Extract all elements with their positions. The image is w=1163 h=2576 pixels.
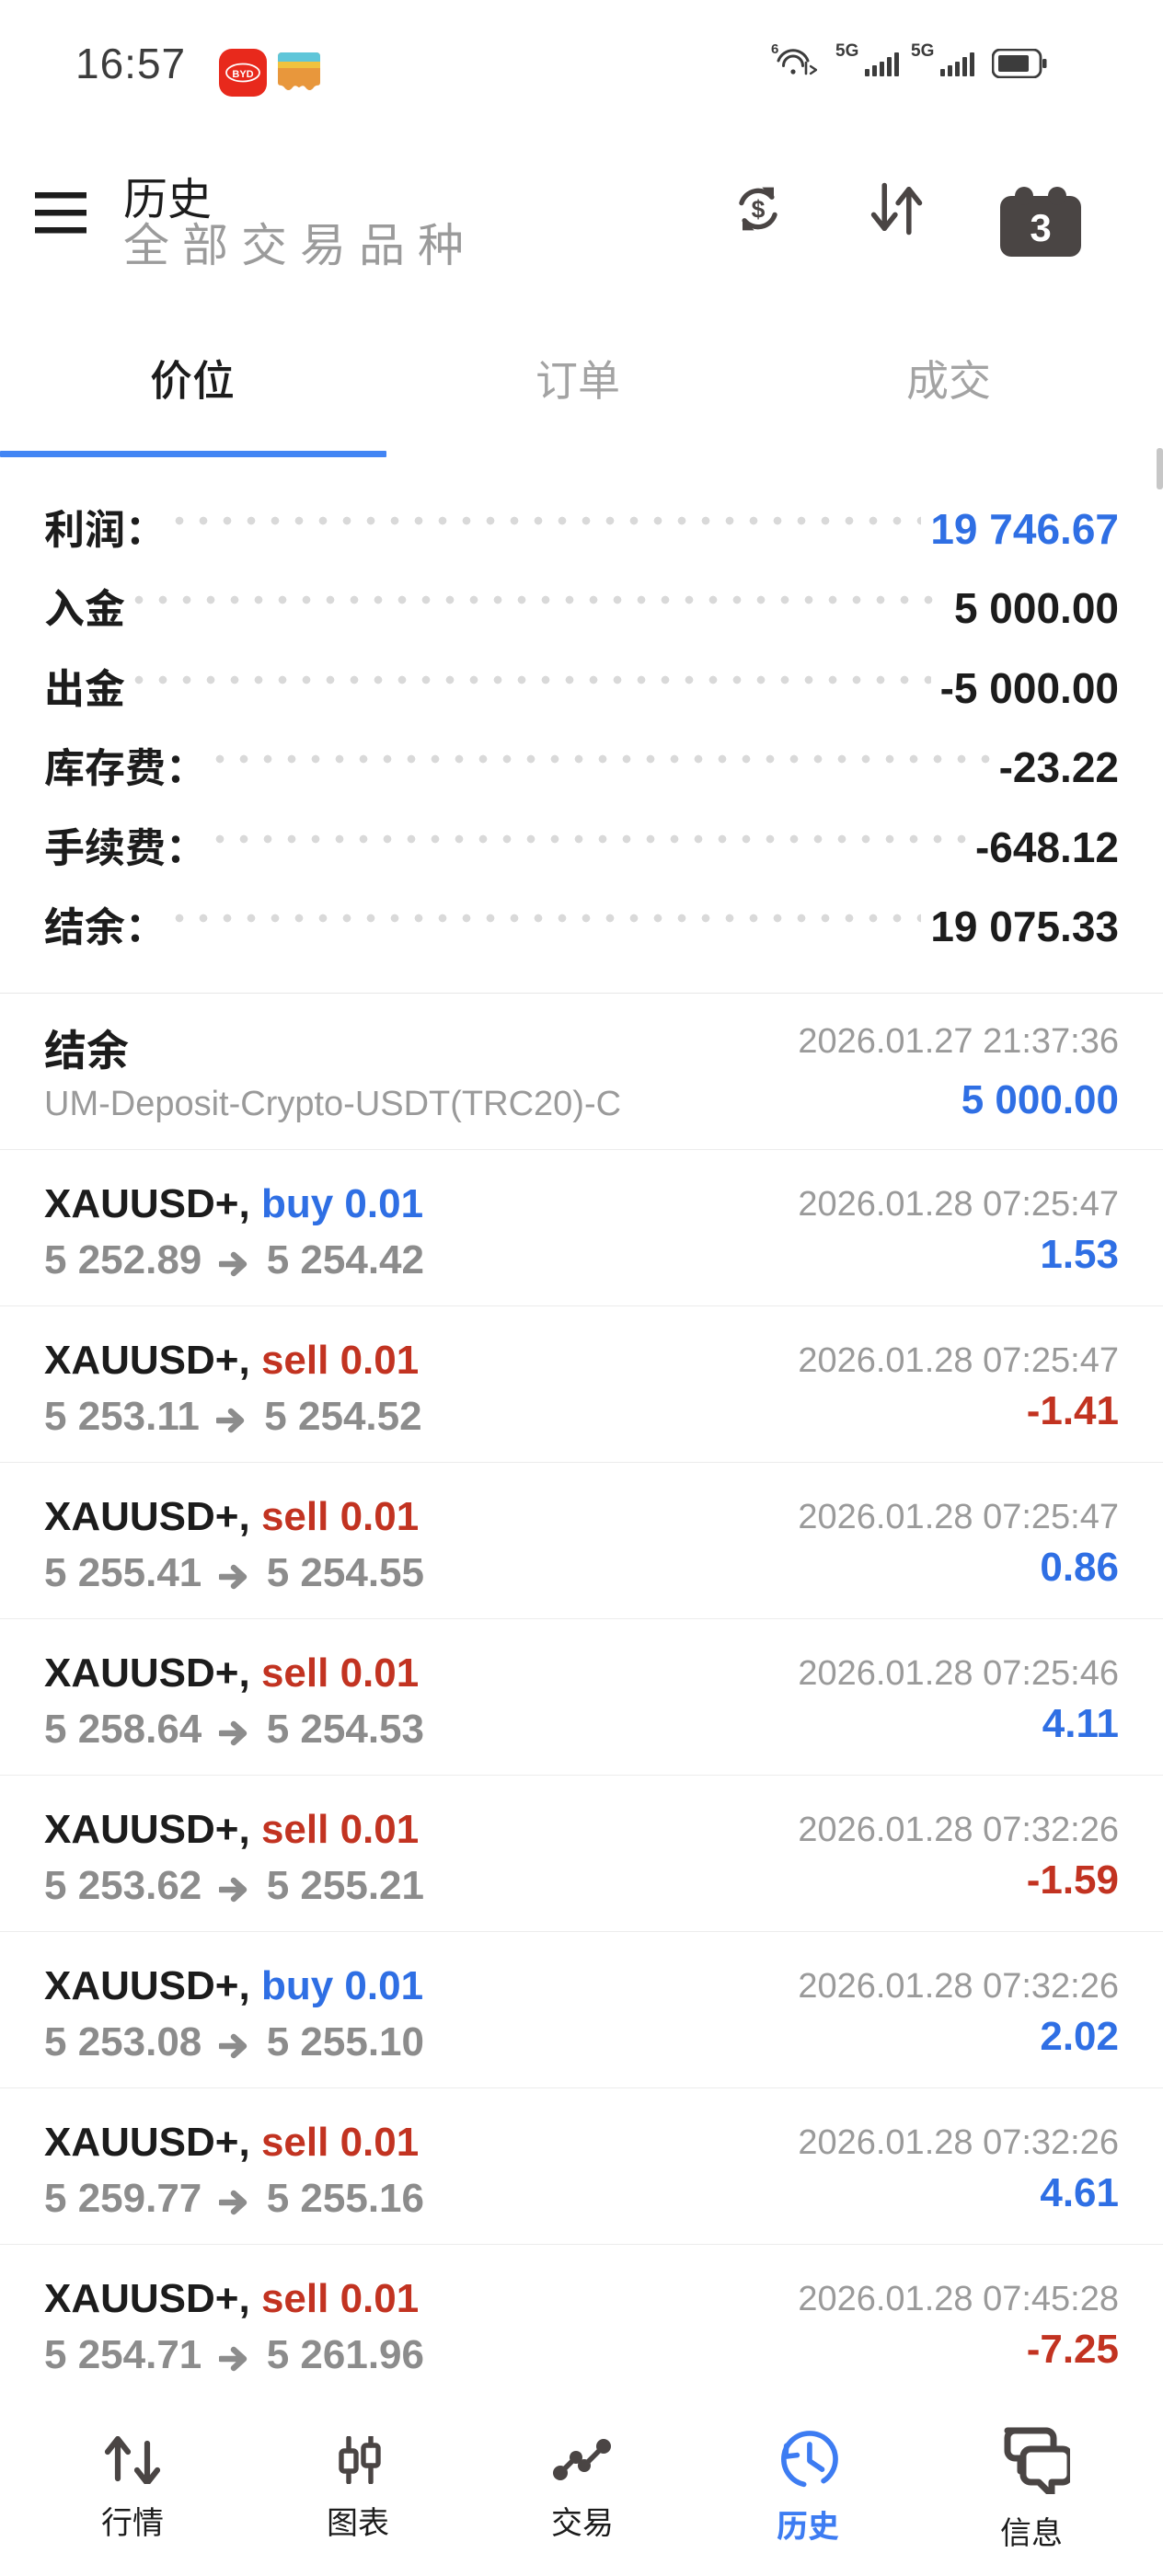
svg-text:3: 3 xyxy=(1030,206,1051,249)
svg-text:$: $ xyxy=(752,196,766,224)
